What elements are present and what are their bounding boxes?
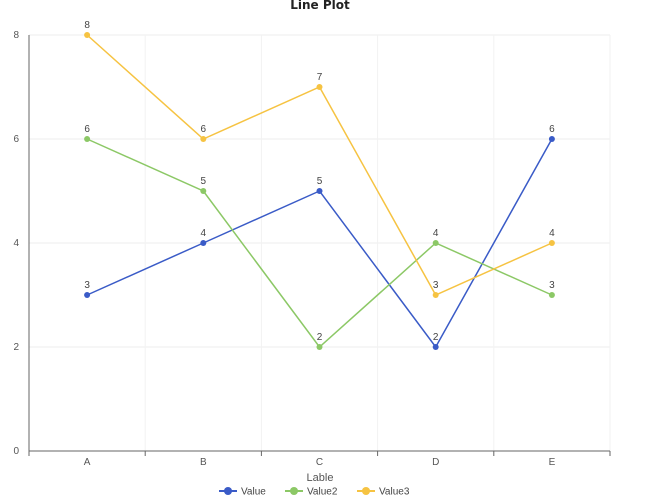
legend-marker-icon [224,487,232,495]
data-label: 2 [433,332,439,343]
grid-lines [29,34,611,451]
legend-item-value[interactable]: Value [219,487,266,498]
data-label: 7 [317,72,323,83]
axes: 0 2 4 6 8 A B C D E [13,30,611,468]
legend-label: Value [241,487,266,498]
legend-label: Value3 [379,487,410,498]
legend-marker-icon [290,487,298,495]
data-label: 4 [433,228,439,239]
data-point [548,292,555,298]
data-point [84,32,91,38]
data-label: 5 [201,176,207,187]
x-tick-label: D [432,457,439,468]
y-tick-label: 4 [13,238,19,249]
data-point [432,292,439,298]
data-label: 6 [549,124,555,135]
y-tick-label: 8 [13,30,19,41]
data-labels: 3 4 5 2 6 6 5 2 4 3 8 6 7 3 4 [84,20,555,343]
data-point [316,84,323,90]
data-label: 3 [549,280,555,291]
data-point [84,136,91,142]
data-point [316,188,323,194]
series-lines [84,32,555,350]
data-point [432,240,439,246]
legend-marker-icon [362,487,370,495]
data-label: 6 [84,124,90,135]
data-label: 6 [201,124,207,135]
data-label: 2 [317,332,323,343]
data-label: 3 [84,280,90,291]
data-point [548,240,555,246]
data-point [200,188,207,194]
data-label: 5 [317,176,323,187]
legend[interactable]: Value Value2 Value3 [219,487,410,498]
x-tick-label: C [316,457,323,468]
y-tick-label: 0 [13,446,19,457]
data-point [432,344,439,350]
data-label: 4 [549,228,555,239]
legend-item-value2[interactable]: Value2 [285,487,338,498]
data-point [200,240,207,246]
data-point [548,136,555,142]
legend-item-value3[interactable]: Value3 [357,487,410,498]
data-label: 3 [433,280,439,291]
x-tick-label: B [200,457,207,468]
y-tick-label: 2 [13,342,19,353]
legend-label: Value2 [307,487,338,498]
data-point [200,136,207,142]
data-point [84,292,91,298]
chart-title: Line Plot [290,0,350,12]
data-point [316,344,323,350]
x-tick-label: E [549,457,556,468]
x-axis-title: Lable [307,472,334,484]
x-tick-label: A [84,457,91,468]
data-label: 4 [201,228,207,239]
data-label: 8 [84,20,90,31]
y-tick-label: 6 [13,134,19,145]
